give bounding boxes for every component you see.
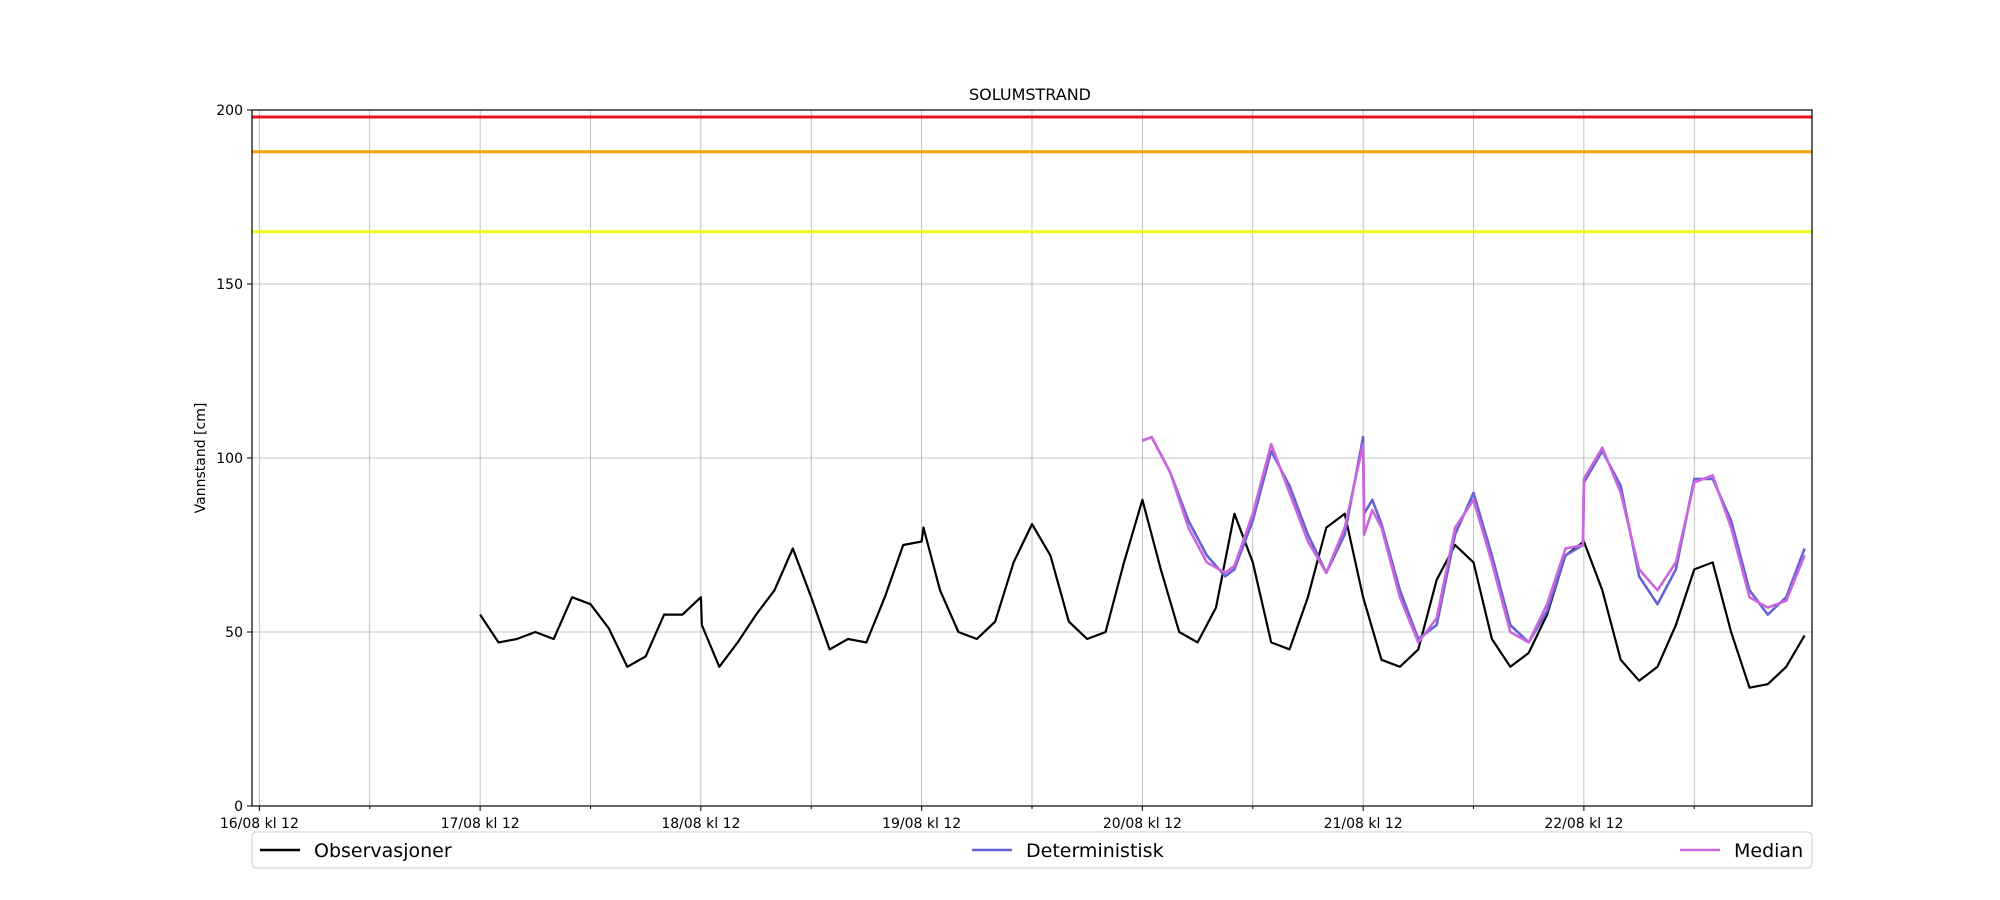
threshold-lines — [252, 115, 1812, 234]
legend: Observasjoner Deterministisk Median — [251, 831, 1813, 869]
x-tick-label: 20/08 kl 12 — [1103, 816, 1182, 832]
y-tick-label: 150 — [216, 277, 243, 293]
y-tick-label: 50 — [225, 625, 243, 641]
x-tick-label: 16/08 kl 12 — [220, 816, 299, 832]
axis-ticks: 0 50 100 150 200 16/08 kl 12 17/08 kl 12 18/08 … — [216, 103, 1695, 832]
data-series — [479, 435, 1806, 689]
legend-box — [251, 831, 1813, 869]
legend-entry: Observasjoner — [314, 840, 452, 862]
y-tick-label: 0 — [234, 799, 243, 815]
x-tick-label: 18/08 kl 12 — [661, 816, 740, 832]
y-axis-label: Vannstand [cm] — [193, 403, 209, 514]
chart-title: SOLUMSTRAND — [969, 85, 1091, 104]
grid — [252, 109, 1812, 807]
x-tick-label: 21/08 kl 12 — [1324, 816, 1403, 832]
y-tick-label: 200 — [216, 103, 243, 119]
series-line-median — [1141, 435, 1806, 644]
y-tick-label: 100 — [216, 451, 243, 467]
x-tick-label: 17/08 kl 12 — [441, 816, 520, 832]
x-tick-label: 19/08 kl 12 — [882, 816, 961, 832]
legend-entry: Median — [1734, 840, 1803, 862]
x-tick-label: 22/08 kl 12 — [1544, 816, 1623, 832]
legend-entry: Deterministisk — [1026, 840, 1164, 862]
